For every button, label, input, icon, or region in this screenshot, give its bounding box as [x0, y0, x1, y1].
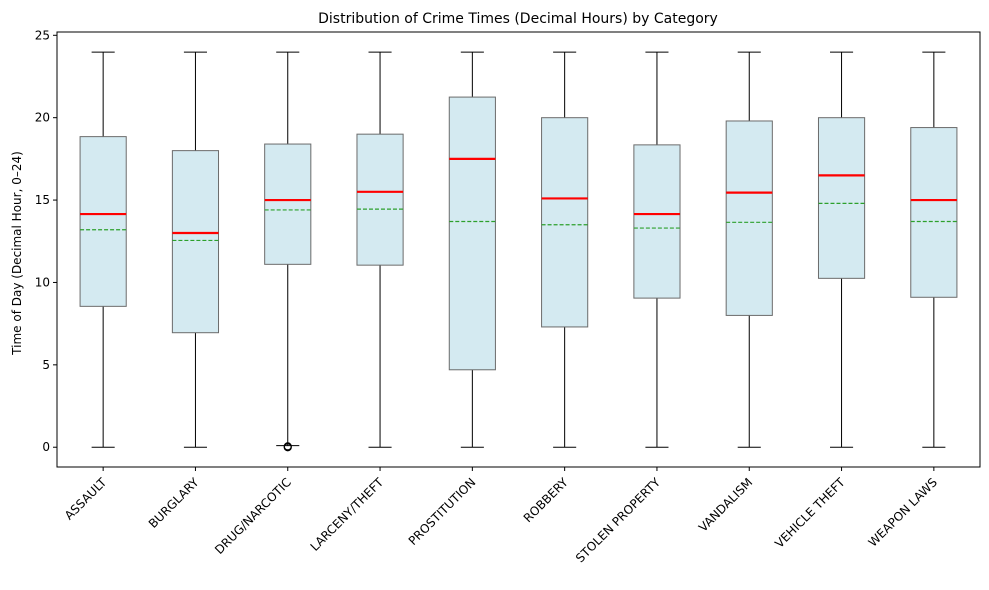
y-tick-label: 5: [42, 358, 50, 372]
y-tick-label: 10: [35, 275, 50, 289]
x-tick-label: DRUG/NARCOTIC: [212, 475, 294, 557]
x-tick-label: ROBBERY: [521, 475, 571, 525]
y-tick-label: 20: [35, 111, 50, 125]
chart-title: Distribution of Crime Times (Decimal Hou…: [318, 11, 718, 27]
box-iqr: [171, 150, 220, 334]
x-tick-label: PROSTITUTION: [406, 475, 479, 548]
box-iqr: [79, 136, 127, 307]
y-tick-label: 0: [42, 440, 50, 454]
box-iqr: [356, 133, 404, 266]
box-iqr: [633, 144, 681, 299]
plot-area: 0 5 10 15 20 25 ASSAULT BURGLARY DRUG/NARCOTIC LA…: [35, 28, 958, 566]
box-iqr: [725, 120, 773, 316]
x-tick-label: VANDALISM: [696, 475, 755, 534]
box-iqr: [910, 127, 958, 298]
box-iqr: [541, 117, 589, 328]
x-tick-label: VEHICLE THEFT: [772, 475, 848, 551]
x-tick-label: STOLEN PROPERTY: [573, 475, 664, 566]
box-iqr: [448, 96, 496, 371]
box-iqr: [264, 143, 312, 265]
y-axis-label: Time of Day (Decimal Hour, 0–24): [10, 151, 24, 356]
box-iqr: [817, 117, 866, 279]
x-tick-label: WEAPON LAWS: [866, 475, 940, 549]
plot-frame: [56, 31, 981, 468]
x-tick-label: BURGLARY: [146, 475, 202, 531]
y-tick-label: 15: [35, 193, 50, 207]
x-tick-label: LARCENY/THEFT: [308, 475, 387, 554]
outlier-point: [283, 442, 292, 451]
x-tick-label: ASSAULT: [62, 475, 110, 523]
y-tick-label: 25: [35, 28, 50, 42]
